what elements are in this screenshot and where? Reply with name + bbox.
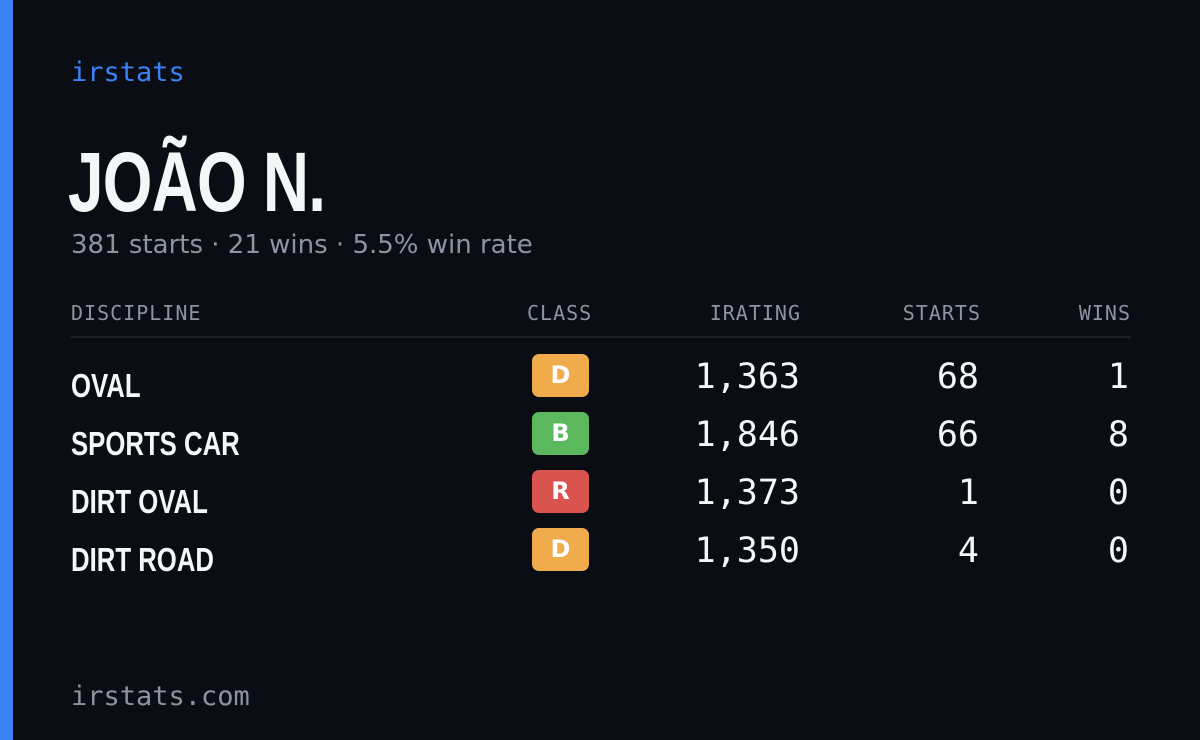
discipline-name: DIRT ROAD	[71, 541, 214, 578]
wins-value: 1	[1107, 357, 1129, 397]
accent-bar	[0, 0, 13, 740]
header-wins: WINS	[1078, 301, 1131, 325]
driver-summary: 381 starts · 21 wins · 5.5% win rate	[71, 230, 533, 260]
wins-value: 0	[1107, 531, 1129, 571]
class-badge: D	[532, 528, 589, 571]
irating-value: 1,373	[694, 473, 800, 513]
table-row: OVAL D 1,363 68 1	[71, 354, 1131, 412]
discipline-name: SPORTS CAR	[71, 425, 240, 462]
footer-url: irstats.com	[71, 681, 250, 712]
driver-name: JOÃO N.	[68, 135, 326, 229]
header-irating: IRATING	[709, 301, 801, 325]
irating-value: 1,846	[694, 415, 800, 455]
irating-value: 1,350	[694, 531, 800, 571]
table-header: DISCIPLINE CLASS IRATING STARTS WINS	[71, 298, 1131, 338]
wins-value: 0	[1107, 473, 1129, 513]
discipline-name: DIRT OVAL	[71, 483, 208, 520]
table-row: DIRT ROAD D 1,350 4 0	[71, 528, 1131, 586]
table-row: DIRT OVAL R 1,373 1 0	[71, 470, 1131, 528]
irating-value: 1,363	[694, 357, 800, 397]
header-discipline: DISCIPLINE	[71, 301, 202, 325]
header-starts: STARTS	[902, 301, 981, 325]
header-class: CLASS	[527, 301, 593, 325]
class-badge: B	[532, 412, 589, 455]
class-badge: D	[532, 354, 589, 397]
class-badge: R	[532, 470, 589, 513]
starts-value: 4	[957, 531, 979, 571]
discipline-name: OVAL	[71, 367, 141, 404]
wins-value: 8	[1107, 415, 1129, 455]
starts-value: 66	[936, 415, 979, 455]
table-row: SPORTS CAR B 1,846 66 8	[71, 412, 1131, 470]
brand-logo-text: irstats	[71, 57, 185, 88]
starts-value: 1	[957, 473, 979, 513]
starts-value: 68	[936, 357, 979, 397]
